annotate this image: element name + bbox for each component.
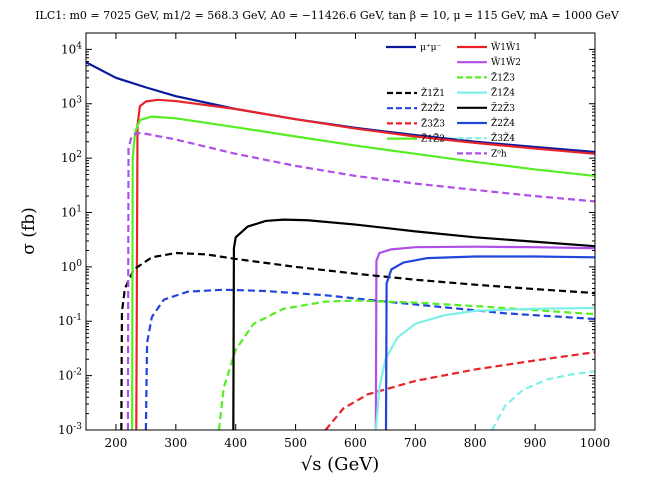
legend-item-z-1z-1: Z̃1Z̃1 [387,87,445,99]
y-tick-label: 10-2 [58,368,82,383]
y-tick-label: 10-1 [58,313,82,328]
x-tick-label: 900 [524,436,547,450]
legend-item-s: μ⁺μ⁻ [386,43,441,53]
legend-label: Z̃1Z̃2 [421,133,445,145]
legend-item-z-3z-4: Z̃3Z̃4 [457,133,515,145]
axis-layer: 200 300 400 500 600 700 800 900 1000 10-3 10-2 10-1… [58,32,611,450]
series-line-z-3z-4-11 [491,370,595,430]
legend-label: Z̃2Z̃3 [491,102,515,114]
legend-item-z-2z-4: Z̃2Z̃4 [457,117,515,129]
y-tick-label: 104 [61,41,82,56]
x-tick-label: 800 [464,436,487,450]
legend-label: Z̃1Z̃1 [421,87,445,99]
series-line-s-0 [86,61,595,154]
legend-label: Z⁰h [491,149,507,159]
series-line-z-1z-4-8 [374,306,595,430]
y-tick-label: 101 [61,204,82,219]
series-line-w-1w-1-1 [135,98,595,430]
legend-label: Z̃3Z̃3 [421,118,445,130]
series-line-z-1z-2-6 [131,115,595,430]
y-axis-label: σ (fb) [19,207,39,254]
legend-label: Z̃2Z̃4 [491,117,515,129]
series-layer [86,61,595,430]
x-tick-label: 600 [344,436,367,450]
series-line-w-1w-2-2 [374,245,595,430]
legend-label: Z̃1Z̃3 [491,72,515,84]
legend-item-z-1z-2: Z̃1Z̃2 [387,133,445,145]
legend-item-z-3z-3: Z̃3Z̃3 [387,118,445,130]
x-tick-label: 200 [104,436,127,450]
y-tick-label: 100 [61,259,82,274]
chart-title: ILC1: m0 = 7025 GeV, m1/2 = 568.3 GeV, A… [35,9,619,22]
legend-label: μ⁺μ⁻ [420,43,441,53]
series-line-z-1z-3-7 [217,299,595,430]
plot-frame [85,32,596,431]
y-tick-label: 102 [61,150,82,165]
series-line-z-2z-2-4 [144,288,595,430]
legend: μ⁺μ⁻ Z̃1Z̃1 Z̃2Z̃2 Z̃3Z̃3 Z̃1Z̃2 W̃1W̃1 W̃1W̃2… [386,41,521,159]
legend-label: Z̃1Z̃4 [491,87,515,99]
legend-item-z-h: Z⁰h [457,149,507,159]
legend-item-w-1w-2: W̃1W̃2 [457,57,521,69]
legend-label: W̃1W̃1 [491,41,521,53]
legend-item-w-1w-1: W̃1W̃1 [457,41,521,53]
series-line-z-3z-3-5 [324,351,595,430]
y-tick-label: 10-3 [58,422,82,437]
x-tick-label: 1000 [580,436,611,450]
series-line-z-h-12 [126,131,595,430]
x-tick-label: 300 [164,436,187,450]
legend-label: W̃1W̃2 [491,57,521,69]
x-tick-label: 700 [404,436,427,450]
series-line-z-1z-1-3 [120,251,595,430]
legend-item-z-2z-3: Z̃2Z̃3 [457,102,515,114]
legend-item-z-1z-4: Z̃1Z̃4 [457,87,515,99]
y-tick-label: 103 [61,96,82,111]
x-tick-label: 500 [284,436,307,450]
legend-label: Z̃2Z̃2 [421,103,445,115]
series-line-z-2z-3-9 [232,218,595,430]
legend-item-z-1z-3: Z̃1Z̃3 [457,72,515,84]
x-axis-label: √s (GeV) [301,454,380,475]
legend-label: Z̃3Z̃4 [491,133,515,145]
series-line-z-2z-4-10 [384,255,595,430]
x-tick-label: 400 [224,436,247,450]
legend-item-z-2z-2: Z̃2Z̃2 [387,103,445,115]
